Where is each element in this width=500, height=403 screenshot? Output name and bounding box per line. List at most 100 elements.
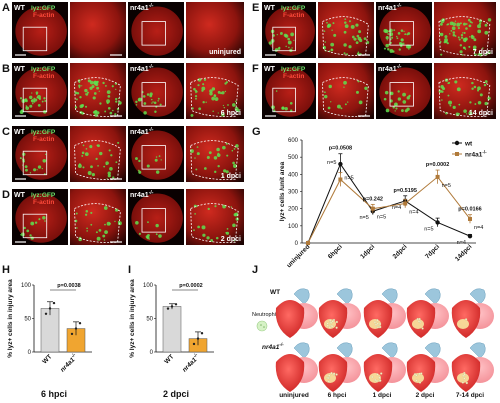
x-tick-label: 7dpci [424, 243, 441, 260]
gfp-spot [331, 29, 333, 31]
gfp-spot [135, 100, 138, 104]
gfp-spot [389, 49, 391, 52]
gfp-spot [41, 100, 44, 103]
gfp-spot [287, 37, 290, 41]
ventricle [275, 354, 305, 392]
gfp-spot [196, 152, 200, 156]
y-tick-label: 200 [288, 207, 299, 213]
injury-site [457, 373, 469, 383]
gfp-spot [344, 18, 347, 20]
zoom-tissue [70, 189, 126, 245]
neutrophil-dot [376, 373, 379, 376]
neutrophil-dot [420, 372, 423, 375]
neutrophil-dot [335, 326, 338, 329]
gfp-spot [285, 45, 287, 48]
gfp-spot [233, 148, 236, 150]
gfp-spot [198, 107, 202, 111]
gfp-spot [293, 39, 295, 41]
gfp-spot [98, 90, 100, 92]
gfp-spot [202, 233, 206, 237]
gfp-spot [459, 50, 463, 54]
gfp-spot [451, 26, 456, 31]
neutrophil-label: Neutrophil [252, 312, 277, 318]
heart-diagram [363, 342, 406, 392]
gfp-spot [468, 24, 472, 28]
genotype-superscript: -/- [149, 190, 154, 196]
neutrophil-dot [371, 375, 374, 379]
gfp-spot [395, 107, 398, 110]
gfp-spot [337, 104, 341, 109]
data-point [403, 201, 408, 206]
gfp-spot [323, 94, 328, 99]
gfp-spot [37, 103, 41, 107]
gfp-spot [327, 23, 332, 28]
zoom-tissue [318, 2, 374, 58]
bulbus-arteriosus [381, 288, 398, 305]
gfp-spot [473, 47, 476, 51]
ventricle-overview [131, 130, 183, 180]
y-tick-label: 600 [288, 138, 299, 144]
gfp-spot [351, 35, 355, 39]
neutrophil-dot [375, 379, 379, 383]
zoom-tissue [70, 63, 126, 119]
genotype-superscript: -/- [149, 64, 154, 70]
gfp-spot [458, 38, 461, 41]
gfp-spot [106, 90, 111, 94]
gfp-spot [207, 207, 210, 211]
neutrophil-dot [418, 381, 422, 384]
gfp-spot [96, 86, 100, 90]
data-point [435, 220, 440, 225]
gfp-spot [33, 98, 38, 102]
p-value-label: p=0.0166 [458, 207, 481, 213]
gfp-spot [84, 213, 88, 216]
injury-outline [322, 77, 369, 117]
gfp-spot [387, 33, 390, 35]
gfp-spot [487, 96, 491, 100]
micrograph-tile [70, 2, 126, 58]
gfp-spot [224, 90, 227, 93]
gfp-spot [208, 151, 212, 155]
neutrophil-dot [328, 326, 331, 329]
gfp-spot [479, 93, 483, 97]
panel-letter-i: I [128, 264, 131, 276]
zoom-tissue [186, 2, 244, 58]
replicate-dot [44, 312, 48, 316]
heart-diagram [363, 288, 406, 338]
gfp-spot [332, 22, 335, 25]
gfp-spot [343, 43, 347, 47]
bulbus-arteriosus [293, 288, 310, 305]
gfp-spot [452, 31, 456, 34]
gfp-spot [358, 30, 362, 34]
neutrophil-dot [326, 324, 329, 327]
neutrophil-dot [415, 374, 418, 377]
gfp-spot [75, 212, 78, 215]
gfp-spot [343, 30, 347, 34]
gfp-spot [383, 97, 387, 101]
gfp-spot [344, 103, 347, 106]
gfp-spot [37, 165, 42, 169]
gfp-spot [324, 91, 326, 94]
micrograph-tile [186, 2, 244, 58]
gfp-spot [439, 22, 443, 26]
diagram-j: WT nr4a1-/- Neutrophil uninjured 6 hpci 1 dpc… [252, 288, 494, 399]
gfp-spot [230, 206, 232, 208]
n-label: n=5 [424, 226, 433, 232]
replicate-dot [200, 332, 204, 335]
gfp-spot [151, 98, 153, 101]
gfp-spot [275, 90, 278, 92]
gfp-spot [194, 157, 196, 159]
gfp-spot [155, 170, 160, 174]
gfp-spot [471, 21, 473, 24]
panel-letter-b: B [2, 63, 10, 75]
gfp-spot [81, 154, 84, 157]
gfp-spot [463, 31, 466, 35]
gfp-spot [135, 220, 139, 225]
gfp-spot [441, 99, 443, 101]
gfp-spot [25, 106, 30, 110]
gfp-spot [195, 91, 197, 94]
heart-diagram [318, 288, 361, 338]
gfp-spot [151, 102, 153, 104]
gfp-spot [347, 101, 349, 103]
gfp-spot [210, 239, 214, 242]
micrograph-tile [70, 189, 126, 245]
